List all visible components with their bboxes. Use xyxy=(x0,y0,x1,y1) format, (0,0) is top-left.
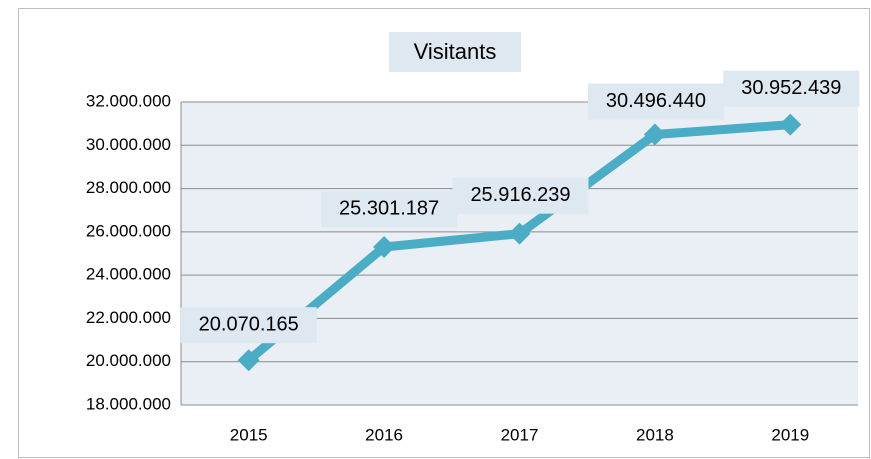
data-label: 30.496.440 xyxy=(606,90,706,112)
data-label-box xyxy=(452,177,589,214)
title-box xyxy=(389,32,521,72)
y-tick-label: 24.000.000 xyxy=(86,265,171,284)
marker xyxy=(643,123,666,146)
marker xyxy=(237,349,260,372)
data-label: 25.916.239 xyxy=(470,184,570,206)
y-tick-label: 18.000.000 xyxy=(86,394,171,413)
data-label-box xyxy=(723,70,860,107)
y-tick-label: 30.000.000 xyxy=(86,135,171,154)
data-label-box xyxy=(321,190,458,227)
data-label-box xyxy=(180,307,317,344)
y-tick-label: 32.000.000 xyxy=(86,91,171,110)
x-tick-label: 2019 xyxy=(771,425,809,444)
x-tick-label: 2018 xyxy=(636,425,674,444)
x-tick-label: 2017 xyxy=(501,425,539,444)
x-tick-label: 2015 xyxy=(230,425,268,444)
chart-title: Visitants xyxy=(414,39,497,64)
plot-area xyxy=(181,102,858,405)
data-label-box xyxy=(587,83,724,120)
x-tick-label: 2016 xyxy=(365,425,403,444)
marker xyxy=(373,235,396,258)
y-tick-label: 28.000.000 xyxy=(86,178,171,197)
y-tick-label: 26.000.000 xyxy=(86,221,171,240)
data-label: 25.301.187 xyxy=(339,197,439,219)
marker xyxy=(779,113,802,136)
y-tick-label: 20.000.000 xyxy=(86,351,171,370)
data-label: 30.952.439 xyxy=(741,77,841,99)
data-label: 20.070.165 xyxy=(199,313,299,335)
marker xyxy=(508,222,531,245)
y-tick-label: 22.000.000 xyxy=(86,308,171,327)
